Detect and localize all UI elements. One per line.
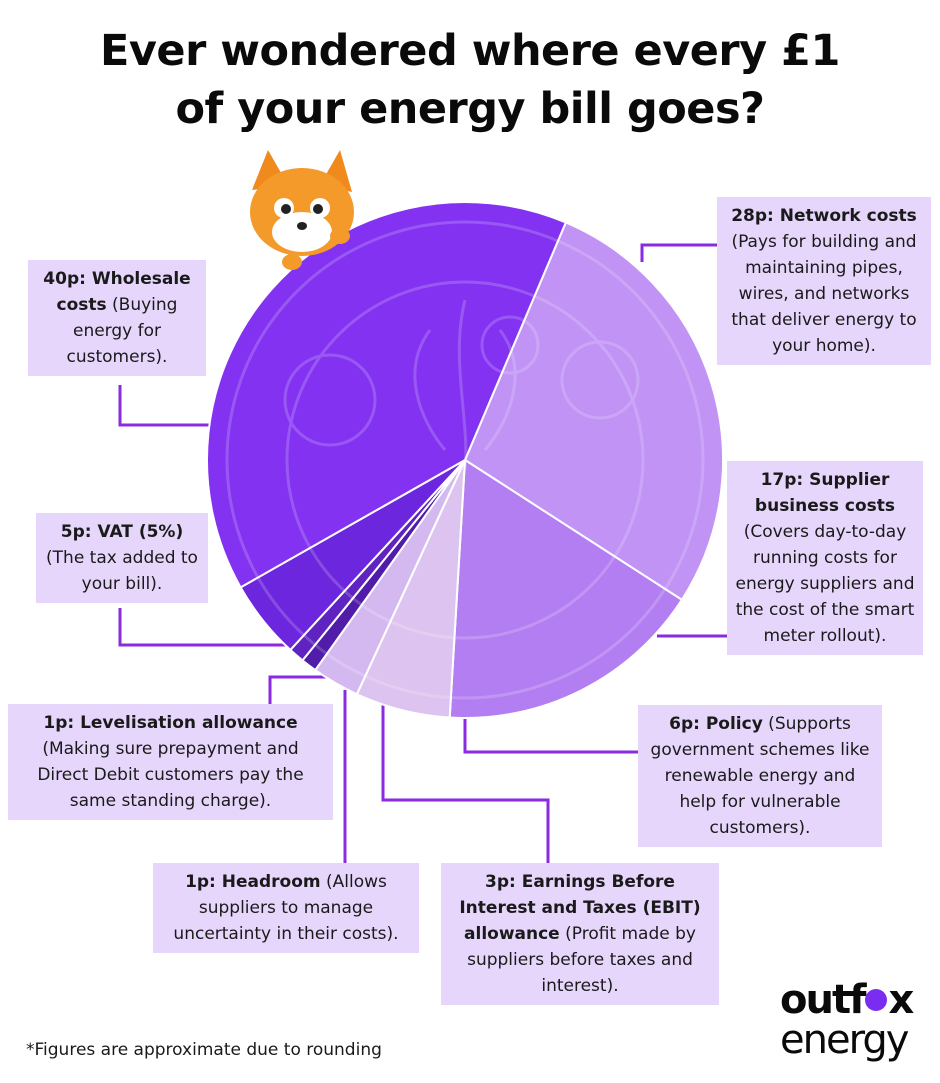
- brand-logo: outf x energy: [780, 980, 930, 1060]
- brand-word-1b: x: [888, 977, 914, 1023]
- label-wholesale-text: (Buying energy for customers).: [66, 295, 178, 367]
- label-ebit-title: 3p: Earnings Before Interest and Taxes (…: [459, 872, 701, 944]
- label-headroom: 1p: Headroom (Allows suppliers to manage…: [153, 863, 419, 953]
- label-wholesale: 40p: Wholesale costs (Buying energy for …: [28, 260, 206, 376]
- label-headroom-text: (Allows suppliers to manage uncertainty …: [173, 872, 399, 944]
- connector-vat: [118, 608, 290, 647]
- label-vat-text: (The tax added to your bill).: [46, 548, 198, 594]
- connector-network: [640, 243, 717, 262]
- page-title: Ever wondered where every £1 of your ene…: [0, 22, 940, 138]
- label-ebit: 3p: Earnings Before Interest and Taxes (…: [441, 863, 719, 1005]
- title-line-1: Ever wondered where every £1: [100, 26, 840, 76]
- label-levelisation-title: 1p: Levelisation allowance: [43, 713, 298, 733]
- label-vat: 5p: VAT (5%) (The tax added to your bill…: [36, 513, 208, 603]
- label-levelisation: 1p: Levelisation allowance (Making sure …: [8, 704, 333, 820]
- label-wholesale-title: 40p: Wholesale costs: [43, 269, 191, 315]
- pie-slice-wholesale-costs: [206, 201, 568, 589]
- label-policy: 6p: Policy (Supports government schemes …: [638, 705, 882, 847]
- label-supplier: 17p: Supplier business costs (Covers day…: [727, 461, 923, 655]
- footnote: *Figures are approximate due to rounding: [26, 1040, 382, 1060]
- label-supplier-title: 17p: Supplier business costs: [754, 470, 896, 516]
- brand-word-2: energy: [780, 1017, 909, 1063]
- coin-relief-decoration: [225, 220, 705, 700]
- pie-slice-network-costs: [463, 221, 724, 602]
- label-policy-title: 6p: Policy: [669, 714, 763, 734]
- label-vat-title: 5p: VAT (5%): [60, 522, 184, 542]
- label-network: 28p: Network costs (Pays for building an…: [717, 197, 931, 365]
- connector-levelisation: [268, 675, 330, 704]
- label-network-title: 28p: Network costs: [731, 206, 917, 226]
- label-network-text: (Pays for building and maintaining pipes…: [731, 232, 917, 356]
- pie-slices: [206, 201, 724, 719]
- fox-mascot-icon: [250, 150, 354, 270]
- pie-slice-supplier-business-costs: [448, 458, 684, 719]
- label-headroom-title: 1p: Headroom: [185, 872, 321, 892]
- label-levelisation-text: (Making sure prepayment and Direct Debit…: [37, 739, 304, 811]
- title-line-2: of your energy bill goes?: [175, 84, 766, 134]
- connector-ebit: [381, 700, 550, 863]
- brand-word-1a: outf: [780, 977, 866, 1023]
- label-supplier-text: (Covers day-to-day running costs for ene…: [735, 522, 915, 646]
- brand-dot-icon: [865, 989, 888, 1011]
- connector-wholesale: [118, 385, 212, 427]
- label-ebit-text: (Profit made by suppliers before taxes a…: [467, 924, 696, 996]
- label-policy-text: (Supports government schemes like renewa…: [650, 714, 870, 838]
